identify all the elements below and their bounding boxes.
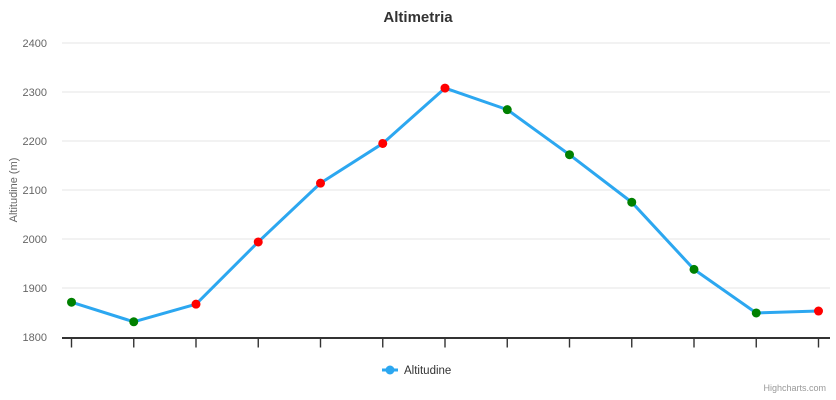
data-point[interactable] — [67, 297, 76, 307]
y-axis-title: Altitudine (m) — [8, 158, 20, 223]
data-point[interactable] — [565, 150, 574, 160]
data-point[interactable] — [129, 317, 139, 327]
legend-label: Altitudine — [404, 365, 451, 377]
y-axis-tick-label: 2200 — [23, 136, 47, 148]
data-point[interactable] — [440, 83, 450, 93]
data-point[interactable] — [502, 105, 512, 115]
data-point[interactable] — [191, 299, 201, 309]
data-point[interactable] — [751, 308, 761, 318]
series-altitudine — [67, 83, 823, 327]
y-axis-tick-label: 2100 — [23, 185, 47, 197]
legend-item-altitudine[interactable]: Altitudine — [382, 365, 451, 377]
gridlines — [62, 42, 830, 289]
y-axis-tick-label: 2400 — [23, 38, 47, 50]
y-axis-tick-label: 2300 — [23, 87, 47, 99]
credits-link[interactable]: Highcharts.com — [763, 383, 826, 393]
data-point[interactable] — [316, 178, 325, 188]
data-point[interactable] — [689, 264, 699, 274]
legend-marker-icon — [385, 365, 395, 375]
y-axis-tick-label: 1800 — [23, 332, 47, 344]
data-point[interactable] — [378, 138, 388, 148]
data-point[interactable] — [814, 306, 823, 316]
x-axis — [62, 337, 830, 348]
y-axis-labels: 1800 1900 2000 2100 2200 2300 2400 — [23, 38, 47, 344]
chart-title: Altimetria — [383, 9, 453, 26]
y-axis-tick-label: 2000 — [23, 234, 47, 246]
series-line — [70, 86, 820, 324]
y-axis-tick-label: 1900 — [23, 283, 47, 295]
data-point[interactable] — [627, 197, 637, 207]
data-point[interactable] — [253, 237, 263, 247]
